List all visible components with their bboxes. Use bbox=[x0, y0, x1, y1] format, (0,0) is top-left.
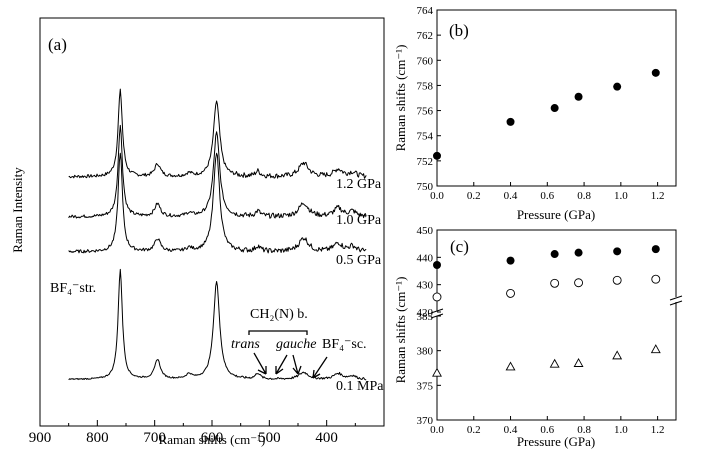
panel-b-y-tick-label: 752 bbox=[417, 156, 434, 168]
panel-b-label: (b) bbox=[449, 21, 469, 40]
panel-b-y-tick-label: 754 bbox=[417, 131, 434, 143]
panel-b-y-tick-label: 758 bbox=[417, 80, 434, 92]
panel-a-x-tick-label: 600 bbox=[201, 430, 224, 446]
panel-c-x-tick-label: 0.2 bbox=[467, 424, 481, 436]
panel-c-filled-circle-point bbox=[613, 247, 622, 256]
panel-c-filled-circle-point bbox=[506, 256, 515, 265]
panel-c-lower-y-tick-label: 380 bbox=[417, 346, 434, 358]
panel-c-lower-y-tick-label: 370 bbox=[417, 415, 434, 427]
panel-c-lower-y-tick-label: 385 bbox=[417, 311, 434, 323]
panel-c-filled-circle-point bbox=[550, 250, 559, 259]
annotation-ch2-bend: CH₂(N) b. bbox=[250, 307, 308, 322]
annotation-trans: trans bbox=[231, 337, 260, 352]
panel-c-frame bbox=[436, 229, 677, 421]
panel-b-y-tick-label: 762 bbox=[417, 30, 434, 42]
panel-c-x-tick-label: 0.8 bbox=[577, 424, 591, 436]
panel-b-x-tick-label: 1.0 bbox=[614, 190, 628, 202]
panel-a-y-axis-label: Raman Intensity bbox=[10, 167, 25, 253]
spectrum-line bbox=[68, 124, 367, 219]
spectrum-label: 0.1 MPa bbox=[336, 379, 384, 394]
panel-c-open-triangle-point bbox=[612, 350, 623, 360]
axis-break-right bbox=[669, 295, 683, 306]
panel-c-x-tick-label: 0.0 bbox=[430, 424, 444, 436]
panel-b-x-tick-label: 0.2 bbox=[467, 190, 481, 202]
panel-b-y-axis-label: Raman shifts (cm⁻¹) bbox=[393, 45, 408, 152]
panel-b: (b) 0.0 0.2 0.4 0.6 0.8 1.0 1.2 750 752 754 756 758… bbox=[393, 5, 677, 222]
panel-c-x-tick-label: 0.6 bbox=[540, 424, 554, 436]
panel-b-x-tick-label: 0.0 bbox=[430, 190, 444, 202]
panel-c-open-circle-point bbox=[432, 292, 442, 302]
panel-a-x-tick-label: 800 bbox=[86, 430, 109, 446]
panel-b-data-point bbox=[550, 104, 559, 113]
panel-a-x-tick-label: 400 bbox=[315, 430, 338, 446]
panel-c-upper-y-tick-label: 420 bbox=[417, 307, 434, 319]
annotation-bf4-stretch: BF₄⁻str. bbox=[50, 281, 96, 296]
panel-b-y-tick-label: 750 bbox=[417, 181, 434, 193]
spectrum-line bbox=[68, 152, 367, 254]
spectrum-line bbox=[68, 88, 367, 179]
panel-c-filled-circle-point bbox=[574, 248, 583, 257]
panel-c-x-axis-label: Pressure (GPa) bbox=[517, 434, 595, 449]
arrow-trans bbox=[253, 352, 267, 375]
panel-a-x-tick-label: 700 bbox=[143, 430, 166, 446]
panel-c-x-tick-label: 1.2 bbox=[651, 424, 665, 436]
panel-a: (a) 900 800 700 600 500 400 1.2 GPa 1.0 GPa 0.5… bbox=[10, 17, 385, 447]
panel-b-x-tick-label: 1.2 bbox=[651, 190, 665, 202]
panel-c-open-triangle-point bbox=[432, 367, 442, 377]
panel-c-open-circle-point bbox=[574, 278, 584, 288]
spectrum-line bbox=[68, 268, 367, 381]
annotation-gauche: gauche bbox=[276, 337, 316, 352]
panel-c-filled-circle-point bbox=[433, 260, 441, 269]
panel-b-x-tick-label: 0.6 bbox=[540, 190, 554, 202]
panel-c-y-axis-label: Raman shifts (cm⁻¹) bbox=[393, 277, 408, 384]
arrow-gauche-1 bbox=[275, 354, 288, 375]
panel-c-open-circle-point bbox=[612, 275, 622, 285]
spectrum-label: 0.5 GPa bbox=[336, 253, 382, 268]
panel-c-open-triangle-point bbox=[505, 361, 516, 371]
annotation-bf4-scissor: BF₄⁻sc. bbox=[322, 337, 367, 352]
panel-c-open-triangle-point bbox=[650, 344, 661, 354]
panel-c-x-tick-label: 1.0 bbox=[614, 424, 628, 436]
panel-b-data-point bbox=[433, 151, 441, 160]
annotation-bracket bbox=[248, 330, 308, 335]
panel-b-data-point bbox=[506, 117, 515, 126]
panel-c-open-triangle-point bbox=[549, 358, 560, 368]
panel-a-x-tick-label: 500 bbox=[258, 430, 281, 446]
panel-b-y-tick-label: 764 bbox=[417, 5, 434, 17]
panel-c-open-triangle-point bbox=[573, 358, 584, 367]
spectrum-label: 1.0 GPa bbox=[336, 213, 382, 228]
panel-a-label: (a) bbox=[48, 35, 67, 54]
panel-b-x-tick-label: 0.4 bbox=[504, 190, 518, 202]
panel-b-data-point bbox=[613, 82, 622, 91]
panel-b-x-axis-label: Pressure (GPa) bbox=[517, 207, 595, 222]
panel-c-open-circle-point bbox=[506, 288, 515, 298]
panel-b-y-tick-label: 756 bbox=[417, 106, 434, 118]
panel-a-x-axis-label: Raman shifts (cm⁻¹) bbox=[159, 432, 266, 447]
panel-a-x-tick-label: 900 bbox=[29, 430, 52, 446]
panel-c-label: (c) bbox=[450, 237, 469, 256]
axis-break-gap-right bbox=[669, 297, 683, 302]
arrow-bf4-sc bbox=[312, 356, 328, 379]
panel-c: (c) 0.0 0.2 0.4 0.6 0.8 1.0 1.2 420 430 440 450 370… bbox=[393, 225, 683, 449]
panel-c-upper-y-tick-label: 440 bbox=[417, 252, 434, 264]
spectrum-label: 1.2 GPa bbox=[336, 177, 382, 192]
panel-c-open-circle-point bbox=[550, 278, 560, 288]
panel-c-x-tick-label: 0.4 bbox=[504, 424, 518, 436]
panel-c-lower-y-tick-label: 375 bbox=[417, 380, 434, 392]
annotation-arrows bbox=[253, 352, 328, 379]
panel-a-frame bbox=[39, 17, 385, 427]
panel-c-upper-y-tick-label: 430 bbox=[417, 280, 434, 292]
panel-b-frame bbox=[436, 9, 677, 187]
panel-b-data-point bbox=[651, 68, 660, 77]
panel-b-y-tick-label: 760 bbox=[417, 55, 434, 67]
axis-break-gap-left bbox=[430, 311, 444, 316]
arrow-gauche-2 bbox=[292, 354, 302, 375]
panel-c-filled-circle-point bbox=[651, 245, 660, 254]
panel-c-open-circle-point bbox=[651, 274, 661, 284]
panel-b-x-tick-label: 0.8 bbox=[577, 190, 591, 202]
panel-b-data-point bbox=[574, 92, 583, 101]
panel-c-upper-y-tick-label: 450 bbox=[417, 225, 434, 237]
